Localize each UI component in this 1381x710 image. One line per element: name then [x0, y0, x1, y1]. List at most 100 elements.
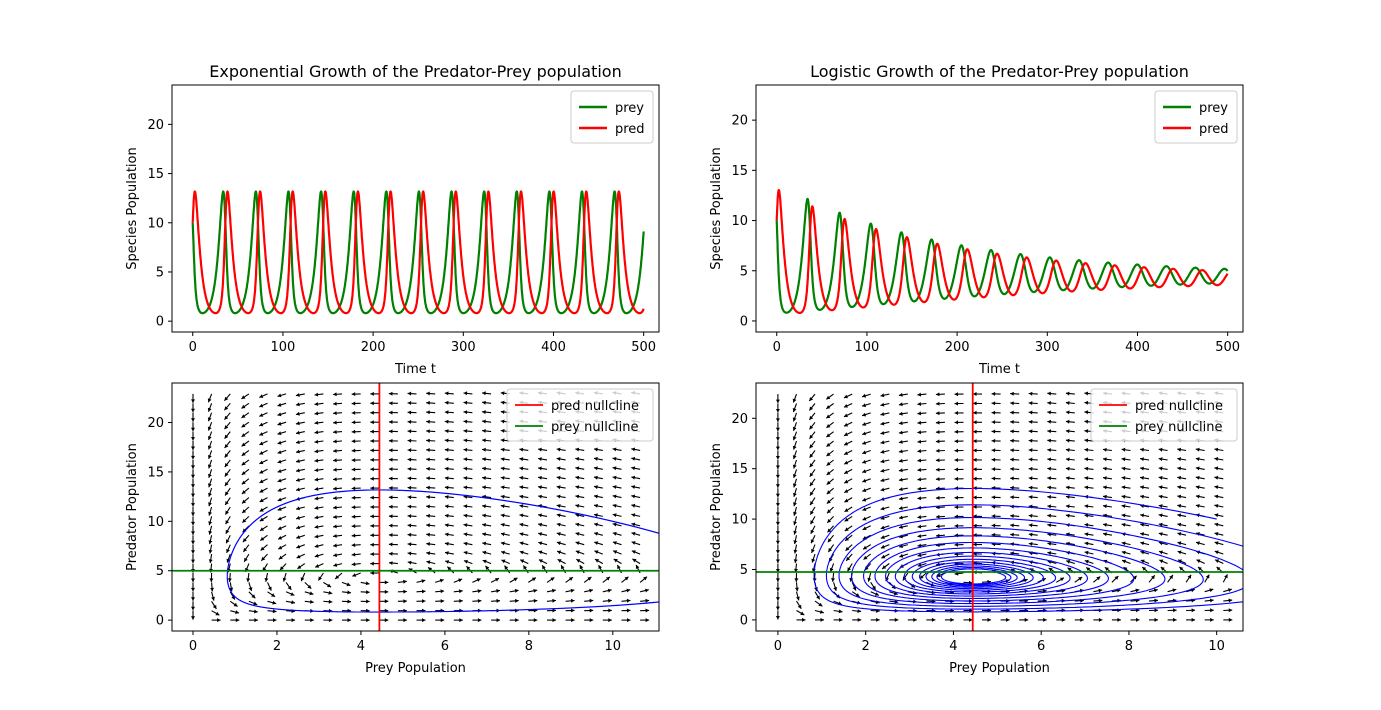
series-line-prey	[775, 197, 1229, 314]
quiver-arrowhead	[1028, 391, 1033, 396]
quiver-arrowhead	[1096, 576, 1101, 581]
quiver-arrowhead	[826, 395, 831, 400]
quiver-arrowhead	[314, 439, 319, 444]
quiver-arrowhead	[954, 533, 958, 538]
quiver-arrowhead	[463, 410, 468, 415]
quiver-arrowhead	[426, 400, 430, 405]
quiver-arrowhead	[538, 532, 542, 536]
quiver-arrowhead	[208, 483, 212, 488]
quiver-arrowhead	[366, 618, 370, 623]
quiver-arrowhead	[792, 483, 797, 488]
quiver-arrowhead	[538, 541, 543, 546]
quiver-arrowhead	[1028, 495, 1033, 500]
quiver-arrowhead	[936, 524, 940, 529]
quiver-arrowhead	[259, 460, 264, 465]
quiver-arrowhead	[500, 419, 505, 424]
chart-4: 0 2 4 6 8 10 0 5 10 15 20 Prey Population Predator P…	[709, 382, 1244, 676]
quiver-arrowhead	[500, 522, 505, 527]
quiver-arrowhead	[351, 543, 356, 548]
quiver-arrowhead	[954, 411, 958, 415]
quiver-arrowhead	[444, 447, 449, 452]
quiver-arrowhead	[225, 501, 229, 505]
quiver-arrowhead	[898, 430, 903, 435]
quiver-arrowhead	[208, 511, 212, 516]
x-tick-label: 10	[1208, 639, 1225, 654]
quiver-arrowhead	[296, 430, 300, 435]
quiver-arrowhead	[241, 423, 246, 428]
quiver-arrowhead	[351, 505, 356, 510]
quiver-arrowhead	[935, 467, 940, 472]
quiver-arrowhead	[327, 583, 332, 588]
quiver-arrowhead	[351, 429, 356, 434]
quiver-arrowhead	[795, 587, 799, 592]
quiver-arrowhead	[351, 486, 356, 491]
quiver-arrowhead	[935, 448, 940, 453]
quiver-arrowhead	[1158, 513, 1163, 518]
quiver-arrowhead	[792, 408, 797, 412]
quiver-arrowhead	[347, 590, 351, 595]
quiver-arrowhead	[880, 402, 885, 407]
quiver-arrowhead	[444, 485, 449, 490]
quiver-arrowhead	[898, 468, 903, 473]
quiver-arrowhead	[917, 420, 922, 425]
quiver-arrowhead	[295, 393, 300, 397]
quiver-arrowhead	[991, 410, 996, 415]
quiver-arrowhead	[809, 415, 814, 420]
plot-area	[756, 383, 1243, 631]
quiver-arrowhead	[631, 550, 636, 554]
quiver-arrowhead	[874, 592, 879, 596]
quiver-arrowhead	[500, 494, 505, 499]
x-tick-label: 500	[631, 340, 656, 355]
quiver-arrowhead	[370, 401, 374, 406]
quiver-arrowhead	[351, 439, 356, 444]
quiver-arrowhead	[463, 457, 468, 462]
y-tick-label: 5	[156, 564, 164, 579]
chart-2: 0 100 200 300 400 500 0 5 10 15 20 Logistic Growth …	[709, 62, 1244, 377]
quiver-arrowhead	[482, 476, 486, 480]
quiver-arrowhead	[936, 533, 940, 538]
quiver-arrowhead	[278, 545, 283, 550]
quiver-arrowhead	[191, 437, 195, 441]
quiver-arrowhead	[1080, 617, 1084, 622]
quiver-arrowhead	[575, 447, 580, 452]
x-tick-label: 300	[1035, 340, 1060, 355]
quiver-arrowhead	[333, 420, 337, 425]
quiver-arrowhead	[556, 532, 561, 536]
quiver-arrowhead	[1154, 598, 1158, 603]
quiver-arrowhead	[792, 417, 797, 422]
quiver-arrowhead	[523, 565, 527, 570]
quiver-arrowhead	[917, 534, 922, 538]
quiver-arrowhead	[482, 485, 486, 490]
quiver-arrowhead	[191, 408, 195, 413]
quiver-arrowhead	[407, 523, 412, 528]
quiver-arrowhead	[191, 455, 195, 460]
quiver-arrowhead	[1177, 475, 1182, 480]
quiver-arrowhead	[314, 392, 319, 397]
quiver-arrowhead	[217, 618, 221, 623]
quiver-arrowhead	[880, 487, 885, 492]
quiver-arrowhead	[1121, 504, 1126, 509]
quiver-arrowhead	[1010, 467, 1014, 471]
quiver-arrowhead	[445, 551, 449, 555]
quiver-arrowhead	[1117, 617, 1121, 622]
quiver-arrowhead	[880, 459, 885, 464]
quiver-arrowhead	[1121, 476, 1126, 480]
quiver-arrowhead	[793, 502, 797, 507]
quiver-arrowhead	[444, 513, 449, 518]
x-tick-label: 100	[271, 340, 296, 355]
quiver-arrowhead	[556, 447, 561, 452]
quiver-arrowhead	[328, 599, 333, 604]
quiver-arrowhead	[1140, 466, 1144, 471]
legend: prey pred	[1154, 90, 1238, 144]
quiver-arrowhead	[477, 618, 482, 623]
quiver-arrowhead	[1047, 391, 1051, 396]
quiver-arrowhead	[589, 608, 594, 613]
quiver-arrowhead	[513, 577, 518, 582]
quiver-arrowhead	[333, 515, 337, 519]
quiver-arrowhead	[631, 466, 636, 471]
quiver-arrowhead	[314, 449, 319, 454]
quiver-arrowhead	[899, 487, 903, 492]
quiver-arrowhead	[482, 513, 486, 518]
quiver-arrowhead	[388, 429, 393, 434]
quiver-arrowhead	[987, 617, 991, 622]
